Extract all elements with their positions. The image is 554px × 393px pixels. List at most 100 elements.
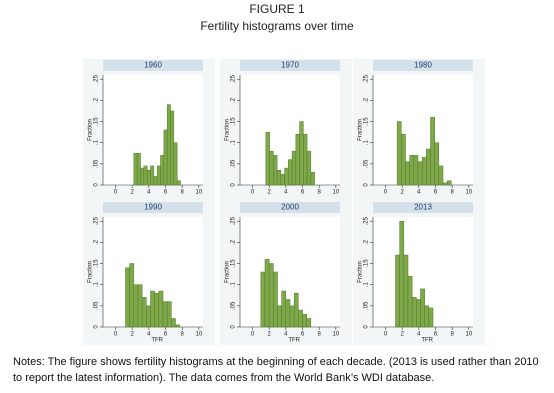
histogram-bar	[171, 318, 176, 328]
x-tick-label: 2	[267, 332, 271, 338]
panel-title: 2013	[414, 203, 432, 212]
notes: Notes: The figure shows fertility histog…	[13, 356, 539, 384]
histogram-bar	[298, 309, 303, 328]
histogram-bar	[133, 284, 139, 328]
y-axis-label: Fraction	[88, 119, 94, 141]
y-tick-label: .15	[231, 259, 237, 268]
histogram-bar	[416, 299, 421, 328]
x-tick-label: 10	[195, 332, 202, 338]
x-tick-label: 8	[317, 190, 321, 196]
x-tick-label: 6	[301, 190, 305, 196]
title-strip	[240, 202, 340, 213]
histogram-bar	[403, 254, 409, 328]
histogram-bar	[136, 153, 141, 186]
histogram-bar	[150, 165, 155, 186]
histogram-bar	[438, 165, 444, 186]
histogram-bar	[277, 305, 282, 328]
x-tick-label: 6	[434, 332, 438, 338]
x-tick-label: 10	[195, 190, 202, 196]
histogram-bar	[170, 110, 175, 186]
histogram-bar	[276, 169, 282, 186]
y-tick-label: .15	[364, 117, 370, 126]
histogram-bar	[163, 129, 168, 186]
histogram-bar	[158, 290, 164, 328]
histogram-bar	[420, 288, 425, 328]
x-axis-label: TFR	[151, 338, 163, 344]
histogram-bar	[260, 271, 266, 328]
histogram-bar	[137, 284, 143, 328]
x-tick-label: 6	[434, 190, 438, 196]
x-tick-label: 4	[417, 190, 421, 196]
y-tick-label: .1	[364, 282, 370, 288]
histogram-bar	[434, 142, 440, 186]
title-strip	[103, 202, 203, 213]
x-tick-label: 10	[465, 332, 472, 338]
x-tick-label: 0	[251, 190, 255, 196]
x-axis-label: TFR	[421, 338, 433, 344]
x-tick-label: 0	[384, 190, 388, 196]
y-tick-label: .25	[94, 74, 100, 83]
y-tick-label: 0	[231, 183, 237, 187]
histogram-bar	[141, 297, 147, 328]
y-tick-label: .15	[364, 259, 370, 268]
histogram-bar	[396, 121, 402, 186]
histogram-bar	[160, 155, 165, 186]
histogram-bar	[288, 159, 293, 186]
y-tick-label: .1	[94, 282, 100, 288]
panel-title: 2000	[281, 203, 299, 212]
y-tick-label: 0	[364, 183, 370, 187]
x-tick-label: 2	[400, 332, 404, 338]
x-tick-label: 4	[147, 190, 151, 196]
y-tick-label: 0	[231, 325, 237, 329]
histogram-bar	[442, 182, 448, 186]
x-tick-label: 8	[180, 332, 184, 338]
histogram-bar	[153, 176, 158, 186]
histogram-bar	[264, 259, 270, 328]
title-strip	[373, 60, 473, 71]
histogram-bar	[133, 153, 138, 186]
histogram-bar	[310, 172, 315, 186]
histogram-bar	[405, 161, 410, 186]
x-tick-label: 6	[164, 190, 168, 196]
y-tick-label: .1	[94, 140, 100, 146]
y-axis-label: Fraction	[358, 261, 364, 283]
figure-subtitle: Fertility histograms over time	[200, 19, 354, 33]
x-tick-label: 2	[267, 190, 271, 196]
title-strip	[103, 60, 203, 71]
histogram-bar	[284, 167, 289, 186]
histogram-bar	[125, 267, 130, 328]
y-axis-label: Fraction	[358, 119, 364, 141]
histogram-bar	[146, 305, 151, 328]
y-tick-label: .2	[364, 239, 370, 245]
x-tick-label: 0	[114, 332, 118, 338]
y-tick-label: .2	[364, 97, 370, 103]
histogram-bar	[269, 150, 274, 186]
x-tick-label: 4	[284, 332, 288, 338]
histogram-bar	[285, 299, 291, 328]
figure-title: FIGURE 1	[249, 2, 305, 16]
y-axis-label: Fraction	[88, 261, 94, 283]
y-axis-label: Fraction	[225, 119, 231, 141]
y-tick-label: .05	[364, 301, 370, 310]
y-tick-label: .25	[94, 216, 100, 225]
histogram-bar	[166, 301, 172, 328]
histogram-bar	[417, 161, 423, 186]
x-tick-label: 10	[465, 190, 472, 196]
x-axis-label: TFR	[288, 338, 300, 344]
y-tick-label: .2	[94, 239, 100, 245]
histogram-bar	[166, 104, 171, 186]
histogram-bar	[150, 290, 155, 328]
panel-title: 1980	[414, 61, 432, 70]
chart: FIGURE 1 Fertility histograms over time …	[83, 2, 485, 345]
y-tick-label: .1	[231, 140, 237, 146]
histogram-bar	[146, 169, 151, 186]
histogram-bar	[273, 155, 278, 186]
histogram-bar	[413, 155, 419, 186]
x-tick-label: 0	[114, 190, 118, 196]
histogram-bar	[154, 292, 160, 328]
y-axis-label: Fraction	[225, 261, 231, 283]
x-tick-label: 6	[164, 332, 168, 338]
histogram-bar	[140, 167, 145, 186]
histogram-bar	[281, 290, 287, 328]
